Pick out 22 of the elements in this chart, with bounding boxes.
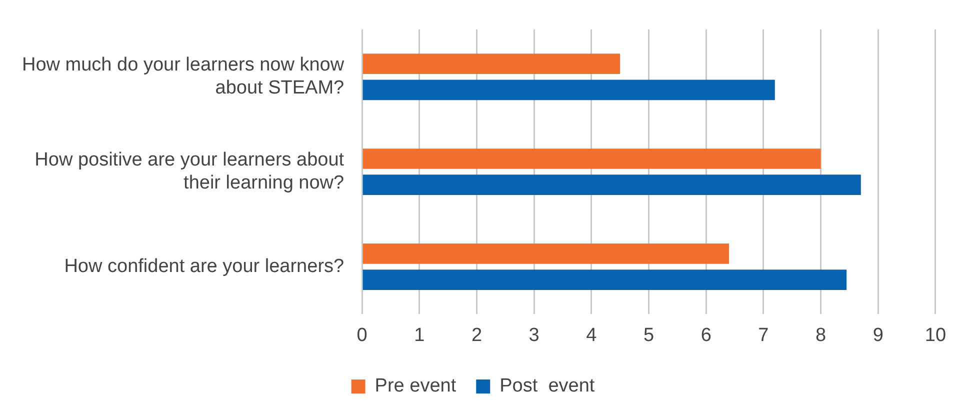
x-tick-label: 6 <box>700 324 712 346</box>
x-tick-label: 8 <box>815 324 826 346</box>
bar <box>362 174 861 196</box>
y-tick-label: How positive are your learners about their learning now? <box>34 150 345 194</box>
x-tick-label: 4 <box>586 324 598 346</box>
x-tick-label: 10 <box>924 324 946 346</box>
bar <box>362 80 775 100</box>
legend-label: Post event <box>500 376 596 397</box>
x-tick-label: 5 <box>643 324 654 346</box>
x-tick-label: 1 <box>414 324 425 346</box>
y-tick-label: How much do your learners now know about STEAM? <box>22 54 344 98</box>
bar <box>362 270 847 290</box>
x-tick-label: 3 <box>528 324 540 346</box>
x-tick-label: 0 <box>356 324 368 346</box>
x-tick-label: 7 <box>758 324 769 346</box>
bar <box>362 244 730 264</box>
y-tick-label: How confident are your learners? <box>64 256 344 277</box>
x-tick-label: 2 <box>471 324 482 346</box>
bar <box>362 148 821 169</box>
x-tick-label: 9 <box>872 324 884 346</box>
bar <box>362 54 620 74</box>
legend-label: Pre event <box>374 376 457 397</box>
